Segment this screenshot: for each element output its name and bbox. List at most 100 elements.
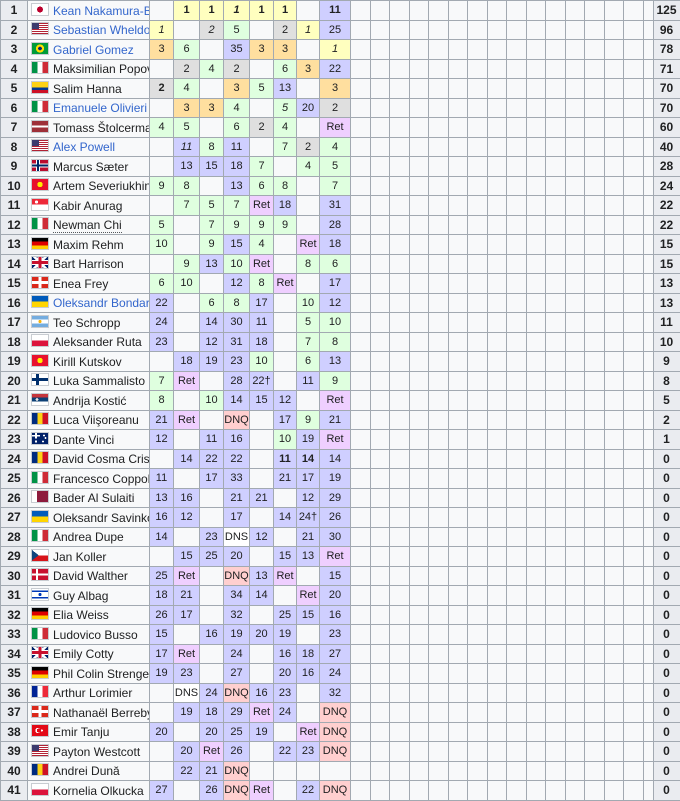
driver-name-link[interactable]: Sebastian Wheldon (53, 23, 150, 38)
future-round-cell (369, 429, 390, 450)
points-cell: 125 (652, 0, 680, 21)
future-round-cell (584, 546, 605, 567)
result-cell: 2 (223, 58, 250, 79)
future-round-cell (350, 58, 371, 79)
driver-cell: Francesco Coppola (27, 468, 150, 489)
driver-name-link[interactable]: Kean Nakamura-Berta (53, 3, 149, 18)
future-round-cell (623, 156, 644, 177)
result-cell: 15 (199, 156, 224, 177)
driver-cell: Kean Nakamura-Berta (27, 0, 150, 21)
table-row: 4 Maksimilian Popov 2 4 2 6 3 22 71 (0, 58, 680, 79)
future-round-cell (350, 507, 371, 528)
result-cell: 35 (223, 39, 250, 60)
result-cell: 14 (199, 312, 224, 333)
future-round-cell (603, 780, 624, 801)
flag-germany-icon (31, 236, 49, 250)
driver-name-link[interactable]: Alex Powell (53, 140, 116, 155)
driver-name: Payton Westcott (53, 744, 141, 759)
future-round-cell (506, 273, 527, 294)
result-cell: 5 (223, 19, 250, 40)
position-cell: 20 (0, 370, 28, 391)
future-round-cell (369, 19, 390, 40)
future-round-cell (506, 663, 527, 684)
future-round-cell (369, 331, 390, 352)
future-round-cell (584, 351, 605, 372)
future-round-cell (447, 780, 468, 801)
future-round-cell (623, 136, 644, 157)
result-cell: 20 (249, 624, 274, 645)
position-cell: 23 (0, 429, 28, 450)
future-round-cell (584, 585, 605, 606)
result-cell (199, 565, 224, 586)
flag-czechia-icon (31, 548, 49, 562)
table-row: 40 Andrei Dună 22 21 DNQ 0 (0, 760, 680, 781)
flag-germany-icon (31, 665, 49, 679)
future-round-cell (584, 702, 605, 723)
future-round-cell (447, 58, 468, 79)
future-round-cell (389, 39, 410, 60)
driver-cell: Kabir Anurag (27, 195, 150, 216)
position-cell: 18 (0, 331, 28, 352)
result-cell: DNQ (223, 780, 250, 801)
future-round-cell (447, 0, 468, 21)
result-cell: 2 (173, 58, 200, 79)
driver-name-link[interactable]: Oleksandr Bondarev (53, 296, 150, 311)
result-cell: 4 (319, 136, 351, 157)
future-round-cell (623, 117, 644, 138)
future-round-cell (369, 409, 390, 430)
driver-cell: Nathanaël Berreby (27, 702, 150, 723)
result-cell: Ret (173, 565, 200, 586)
result-cell: 18 (249, 331, 274, 352)
position-cell: 4 (0, 58, 28, 79)
result-cell: 22 (199, 448, 224, 469)
future-round-cell (642, 370, 654, 391)
result-cell: 17 (223, 507, 250, 528)
future-round-cell (428, 448, 449, 469)
future-round-cell (369, 39, 390, 60)
future-round-cell (506, 351, 527, 372)
driver-name-link[interactable]: Emanuele Olivieri (53, 101, 148, 116)
result-cell: 15 (319, 565, 351, 586)
result-cell (249, 643, 274, 664)
driver-name: Emir Tanju (53, 725, 110, 740)
result-cell: DNQ (319, 780, 351, 801)
result-cell (296, 175, 320, 196)
future-round-cell (486, 468, 507, 489)
result-cell: Ret (296, 585, 320, 606)
driver-cell: Salim Hanna (27, 78, 150, 99)
future-round-cell (428, 429, 449, 450)
driver-cell: Maksimilian Popov (27, 58, 150, 79)
future-round-cell (545, 58, 566, 79)
position-cell: 2 (0, 19, 28, 40)
future-round-cell (584, 390, 605, 411)
driver-cell: Marcus Sæter (27, 156, 150, 177)
result-cell: 21 (223, 487, 250, 508)
result-cell: 9 (273, 214, 297, 235)
future-round-cell (623, 78, 644, 99)
result-cell: 25 (319, 19, 351, 40)
driver-name: Kirill Kutskov (53, 354, 122, 369)
future-round-cell (506, 253, 527, 274)
future-round-cell (447, 741, 468, 762)
future-round-cell (389, 409, 410, 430)
future-round-cell (564, 760, 585, 781)
future-round-cell (408, 546, 429, 567)
points-cell: 96 (652, 19, 680, 40)
future-round-cell (623, 39, 644, 60)
result-cell (296, 760, 320, 781)
result-cell: Ret (319, 390, 351, 411)
future-round-cell (525, 624, 546, 645)
result-cell: 3 (199, 97, 224, 118)
table-row: 8 Alex Powell 11 8 11 7 2 4 40 (0, 136, 680, 157)
driver-name-link[interactable]: Gabriel Gomez (53, 42, 134, 57)
future-round-cell (486, 702, 507, 723)
future-round-cell (564, 643, 585, 664)
future-round-cell (584, 97, 605, 118)
future-round-cell (584, 156, 605, 177)
future-round-cell (389, 448, 410, 469)
future-round-cell (467, 409, 488, 430)
flag-italy-icon (31, 217, 49, 231)
future-round-cell (584, 468, 605, 489)
future-round-cell (467, 585, 488, 606)
future-round-cell (486, 292, 507, 313)
